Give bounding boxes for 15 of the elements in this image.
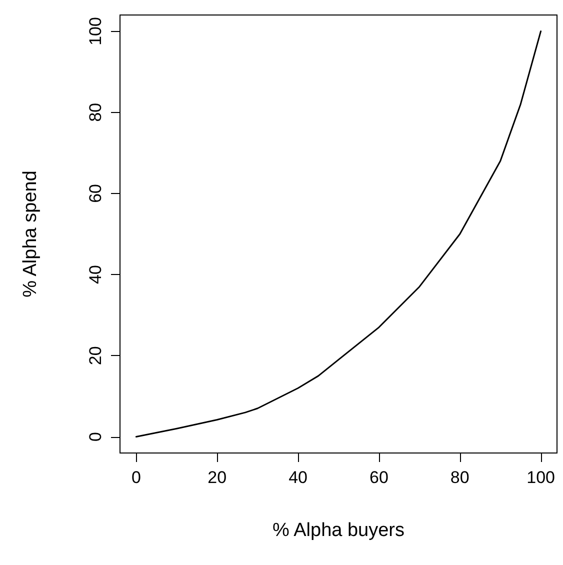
y-tick-label: 0 — [86, 432, 105, 442]
x-tick-label: 80 — [450, 468, 470, 487]
y-tick-label: 80 — [86, 102, 105, 122]
y-tick-label: 60 — [86, 184, 105, 203]
y-axis-title: % Alpha spend — [20, 170, 41, 298]
y-tick-label: 100 — [86, 17, 105, 46]
x-tick-label: 0 — [131, 468, 141, 487]
x-tick-label: 60 — [370, 468, 388, 487]
y-tick-label: 20 — [86, 346, 105, 366]
x-tick-label: 100 — [526, 468, 555, 487]
x-axis-title: % Alpha buyers — [272, 520, 405, 541]
x-tick-label: 40 — [288, 468, 308, 487]
line-series — [135, 30, 542, 438]
x-tick-label: 20 — [208, 468, 227, 487]
y-tick-label: 40 — [86, 265, 105, 284]
